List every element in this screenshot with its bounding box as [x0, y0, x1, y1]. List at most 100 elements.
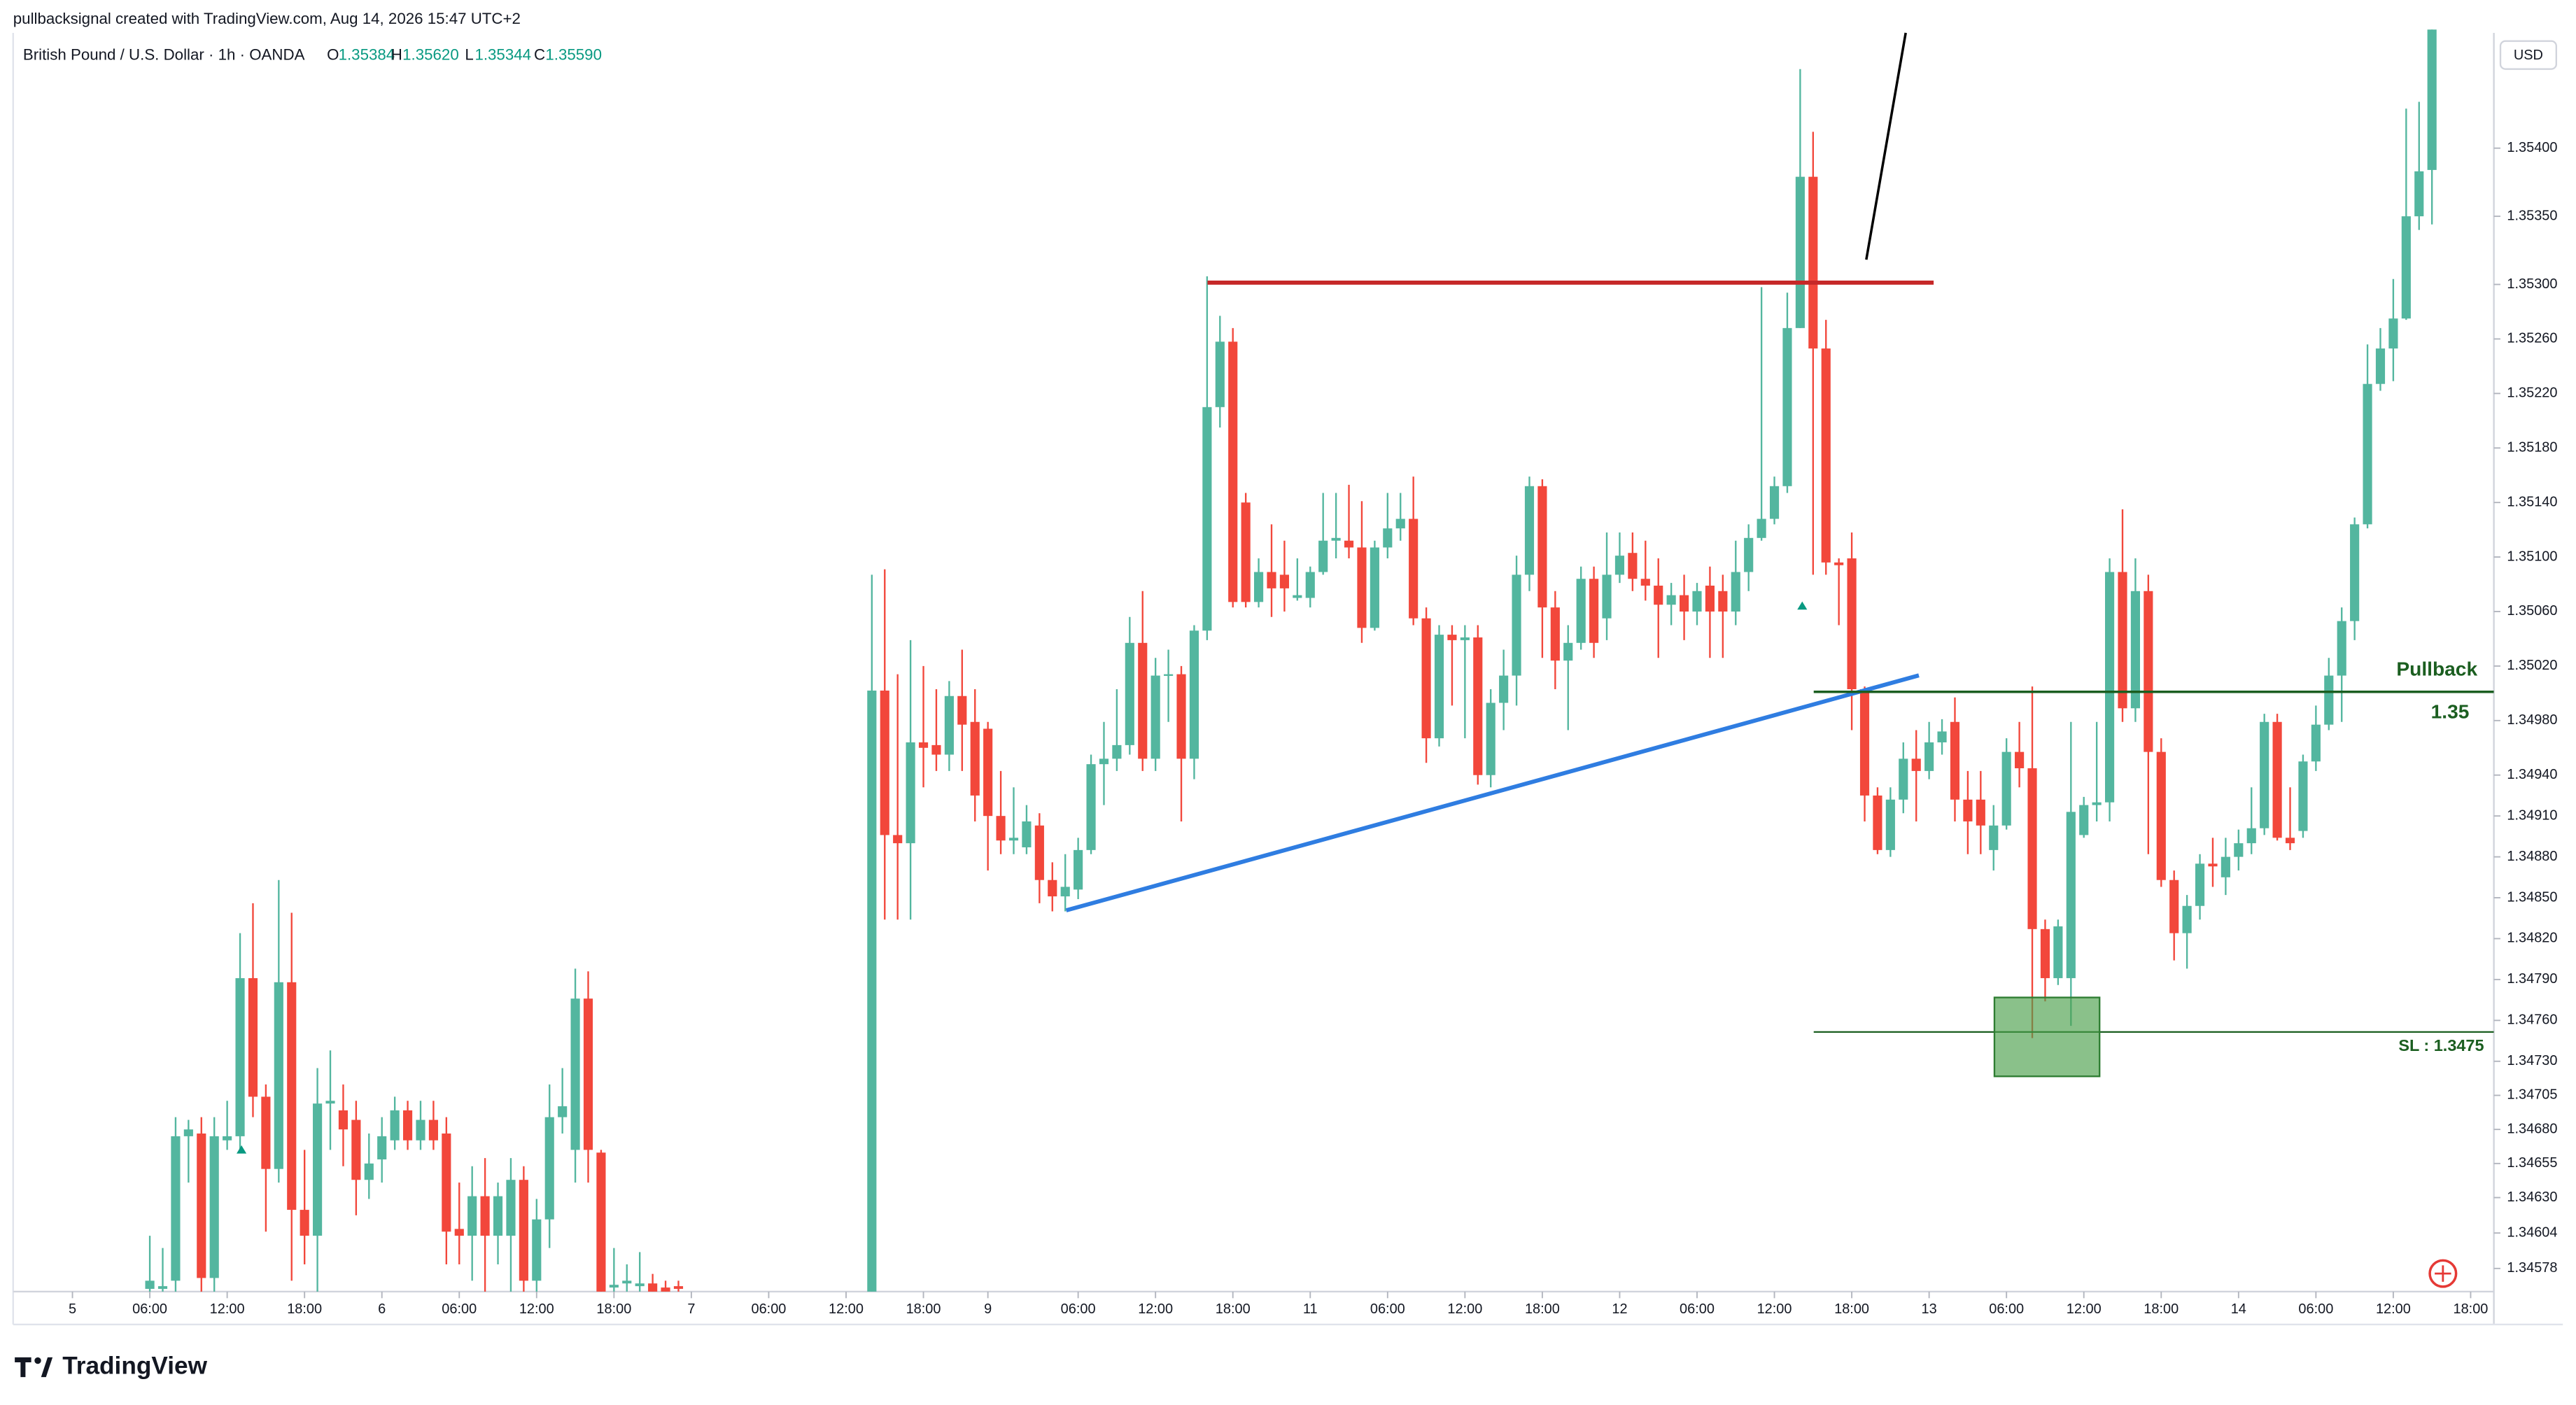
candle-body: [648, 1283, 658, 1292]
candle-body: [209, 1136, 219, 1278]
candle-body: [2053, 926, 2063, 978]
x-tick-label: 06:00: [1370, 1301, 1405, 1317]
y-tick-label: 1.35140: [2507, 494, 2557, 509]
y-tick-label: 1.34630: [2507, 1189, 2557, 1205]
event-icon-mark: [2435, 1265, 2451, 1282]
candle-body: [1666, 595, 1676, 605]
candle-body: [300, 1210, 309, 1236]
y-tick-label: 1.34880: [2507, 849, 2557, 864]
currency-box[interactable]: [2499, 40, 2558, 70]
candle-body: [983, 728, 993, 817]
candle-body: [2130, 591, 2140, 709]
candle-body: [454, 1229, 464, 1236]
candle-body: [1460, 637, 1470, 640]
ohlc-label: H: [391, 46, 402, 64]
logo-text: TradingView: [62, 1352, 207, 1379]
candle-body: [1731, 572, 1740, 612]
y-tick-label: 1.34910: [2507, 807, 2557, 823]
candle-body: [1060, 887, 1070, 897]
credit: pullbacksignal created with TradingView.…: [13, 10, 521, 27]
candle-body: [1950, 721, 1960, 800]
candle-body: [2388, 318, 2398, 349]
y-tick-label: 1.34578: [2507, 1260, 2557, 1276]
currency[interactable]: USD: [2514, 48, 2543, 63]
y-tick-label: 1.35220: [2507, 386, 2557, 401]
y-tick-label: 1.34980: [2507, 712, 2557, 728]
candle-body: [493, 1196, 503, 1236]
candle-body: [635, 1283, 645, 1287]
candle-body: [402, 1110, 413, 1141]
candle-body: [1228, 341, 1238, 602]
candle-body: [519, 1180, 528, 1281]
candle-body: [1885, 799, 1895, 850]
x-tick-label: 18:00: [287, 1301, 322, 1317]
candle-body: [1499, 675, 1509, 703]
candle-body: [661, 1287, 670, 1292]
candle-body: [1331, 537, 1341, 541]
candle-body: [918, 742, 929, 748]
candle-body: [1937, 731, 1947, 742]
candle-body: [1022, 821, 1032, 847]
candle-body: [1989, 825, 1999, 850]
candle-body: [1589, 579, 1599, 643]
y-tick-label: 1.35180: [2507, 440, 2557, 456]
candle-body: [2246, 828, 2256, 844]
candle-body: [442, 1134, 451, 1232]
candle-body: [1176, 674, 1186, 759]
candle-body: [1808, 176, 1818, 349]
x-tick-label: 06:00: [2298, 1301, 2333, 1317]
candle-body: [364, 1163, 374, 1180]
candle-body: [416, 1120, 425, 1141]
symbol-title: British Pound / U.S. Dollar · 1h · OANDA: [23, 46, 305, 64]
candle-body: [1034, 825, 1044, 880]
candle-body: [480, 1196, 490, 1236]
candle-body: [1692, 591, 1702, 612]
stop-zone: [1993, 996, 2101, 1078]
candle-body: [2195, 863, 2205, 906]
candle-body: [570, 998, 580, 1150]
candle-body: [2015, 751, 2025, 768]
y-tick-label: 1.34705: [2507, 1087, 2557, 1103]
candle-body: [1189, 630, 1199, 759]
x-tick-label: 12:00: [519, 1301, 554, 1317]
candle-body: [2311, 724, 2321, 762]
x-tick-label: 06:00: [1989, 1301, 2024, 1317]
candle-body: [609, 1285, 619, 1288]
candle-body: [2079, 805, 2089, 835]
candle-body: [1873, 795, 1882, 850]
x-tick-label: 18:00: [2144, 1301, 2179, 1317]
x-tick-label: 06:00: [751, 1301, 786, 1317]
candle-body: [1563, 642, 1573, 661]
y-tick-label: 1.34655: [2507, 1155, 2557, 1171]
candle-body: [145, 1280, 155, 1290]
candle-body: [906, 742, 915, 844]
candle-body: [2144, 591, 2153, 752]
x-tick-label: 06:00: [1061, 1301, 1096, 1317]
candle-body: [171, 1136, 181, 1281]
logo-mark: [34, 1357, 41, 1364]
candles: [145, 29, 2437, 1292]
x-tick-label: 06:00: [132, 1301, 167, 1317]
candle-body: [1473, 637, 1483, 775]
candle-body: [1911, 758, 1921, 771]
x-tick-label: 14: [2231, 1301, 2246, 1317]
candle-body: [1048, 880, 1057, 897]
x-tick-label: 12:00: [829, 1301, 864, 1317]
candle-body: [1899, 758, 1908, 800]
candle-body: [248, 977, 258, 1097]
candle-body: [1963, 799, 1973, 821]
candle-body: [2350, 524, 2360, 621]
x-tick-label: 5: [69, 1301, 76, 1317]
y-tick-label: 1.34940: [2507, 767, 2557, 782]
candle-body: [1434, 635, 1444, 739]
candle-body: [2272, 721, 2282, 838]
candle-body: [1074, 849, 1083, 890]
y-tick-label: 1.34820: [2507, 931, 2557, 946]
candle-body: [2182, 905, 2192, 933]
y-tick-label: 1.34680: [2507, 1121, 2557, 1136]
x-tick-label: 18:00: [1834, 1301, 1869, 1317]
candle-body: [1680, 595, 1689, 612]
candle-body: [2220, 856, 2230, 877]
candle-body: [931, 744, 941, 755]
